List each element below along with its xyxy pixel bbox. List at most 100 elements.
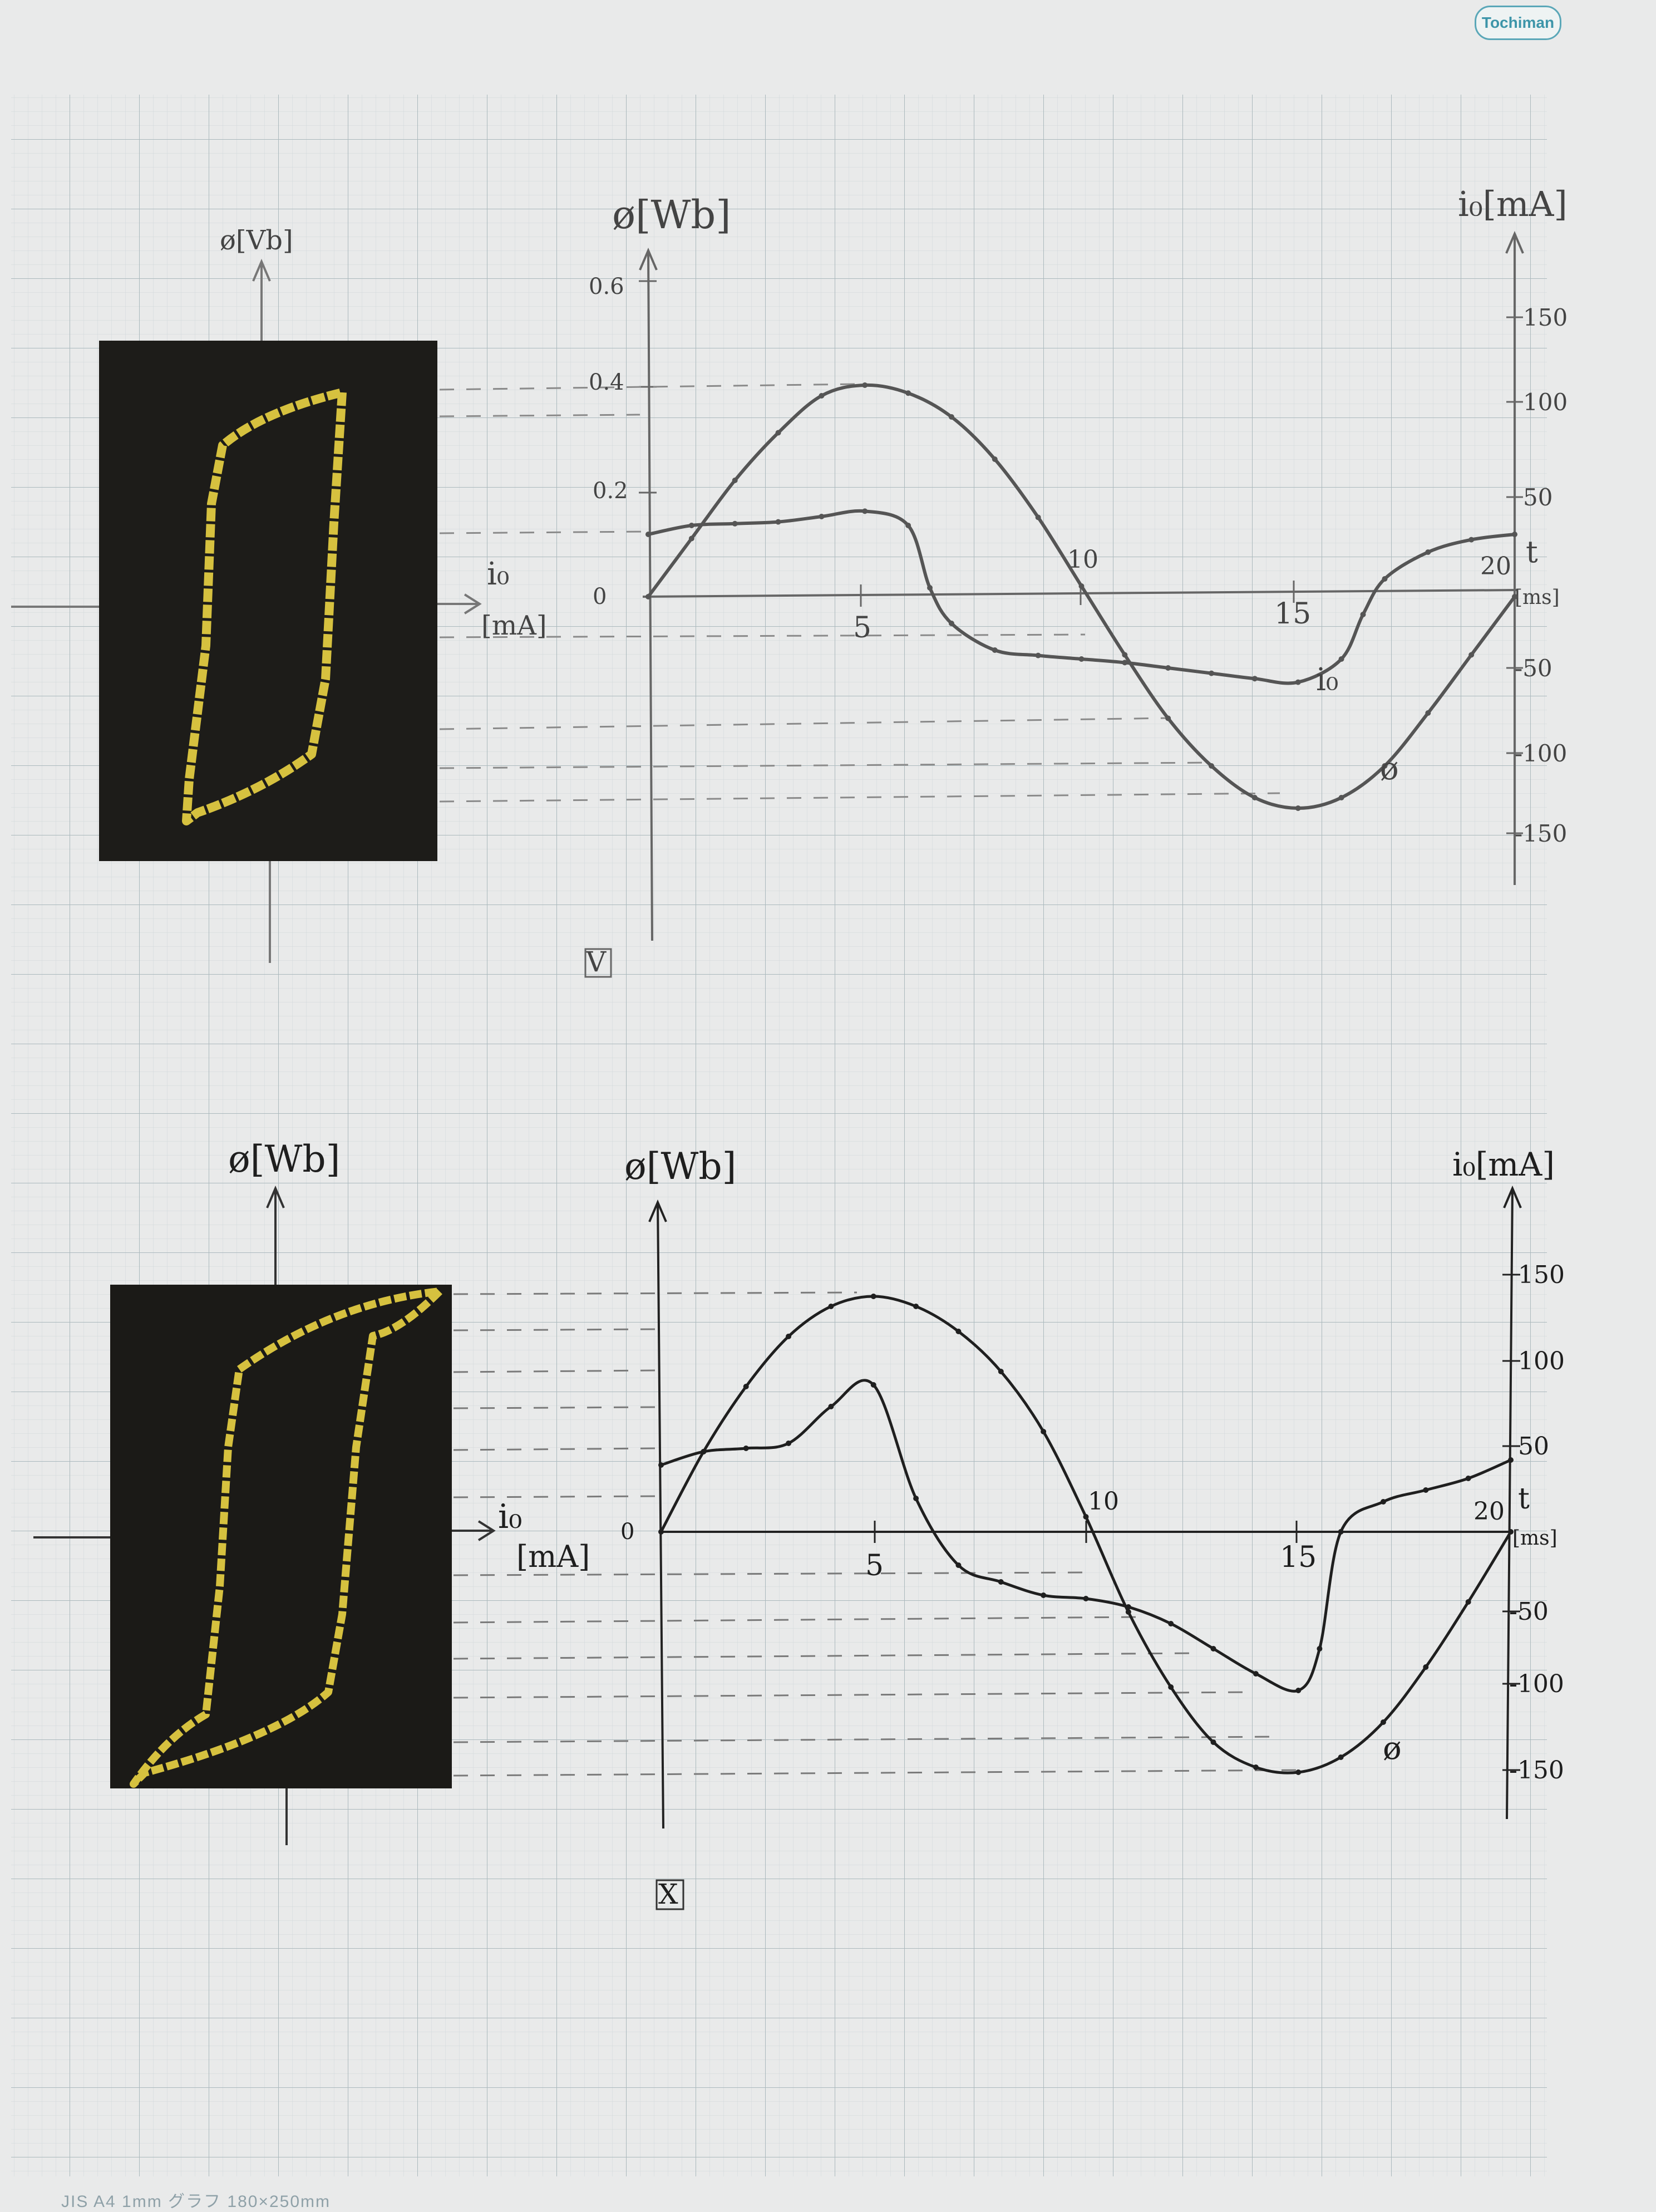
time-axis-unit-bottom: [ms]: [1512, 1527, 1558, 1550]
data-point-current-0-0: [645, 532, 651, 537]
hysteresis-photo-top: ø[Vb] i₀ [mA]: [11, 225, 547, 963]
hysteresis-loop-top: [182, 388, 347, 825]
current-axis-bottom: [1506, 1188, 1514, 1820]
series-line-current-1: [659, 1379, 1512, 1693]
hysteresis-x-unit-bottom: [mA]: [516, 1539, 590, 1574]
data-point-current-0-1: [688, 523, 694, 528]
data-point-phi-1-5: [870, 1294, 876, 1299]
chart-top: ø[Vb] i₀ [mA]: [11, 184, 1568, 978]
hysteresis-photo-bottom: ø[Wb] i₀ [mA]: [33, 1138, 590, 1845]
figure-mark-box-bottom: [655, 1879, 684, 1910]
data-point-phi-0-2: [732, 478, 738, 483]
chart-bottom: ø[Wb] i₀ [mA]: [33, 1138, 1565, 1910]
data-point-current-0-3: [775, 519, 781, 525]
current-axis-label-bottom: i₀[mA]: [1452, 1146, 1555, 1183]
phi-tick-0-2-top: 0.2: [593, 478, 628, 504]
data-point-phi-0-20: [1512, 594, 1517, 599]
projection-lines-bottom: [453, 1291, 1303, 1777]
data-point-current-0-8: [948, 621, 954, 626]
data-point-phi-1-10: [1083, 1514, 1089, 1520]
brand-logo: Tochiman: [1475, 6, 1561, 40]
data-point-current-1-18: [1380, 1499, 1386, 1505]
data-point-phi-1-3: [786, 1334, 792, 1339]
data-point-phi-0-12: [1165, 715, 1171, 721]
data-point-phi-0-14: [1251, 795, 1258, 800]
data-point-current-1-21: [1508, 1457, 1514, 1463]
current-tick-150-top: 150: [1523, 304, 1568, 331]
data-point-phi-0-16: [1338, 795, 1344, 800]
data-point-current-1-6: [913, 1496, 919, 1501]
data-point-phi-1-12: [1168, 1684, 1174, 1690]
time-tick-5-bottom: 5: [865, 1549, 884, 1582]
data-point-phi-0-4: [819, 393, 825, 399]
data-point-current-1-14: [1253, 1671, 1259, 1677]
time-tick-10-bottom: 10: [1088, 1487, 1119, 1516]
current-axis-label-top: i₀[mA]: [1458, 184, 1568, 224]
hysteresis-y-label-top: ø[Vb]: [220, 225, 293, 256]
time-axis-label-bottom: t: [1518, 1482, 1530, 1516]
time-tick-20-bottom: 20: [1473, 1497, 1505, 1526]
time-tick-15-bottom: 15: [1280, 1541, 1317, 1574]
data-point-current-0-14: [1209, 670, 1215, 676]
hysteresis-x-label-top: i₀: [487, 556, 509, 592]
data-point-current-1-4: [828, 1404, 834, 1409]
phi-axis-label-top: ø[Wb]: [612, 192, 731, 238]
data-point-phi-1-20: [1508, 1529, 1514, 1535]
data-point-phi-1-17: [1380, 1719, 1386, 1725]
data-point-phi-0-10: [1078, 583, 1085, 589]
data-point-phi-0-8: [992, 456, 998, 462]
data-point-current-0-11: [1078, 656, 1085, 662]
phi-tick-0-bottom: 0: [620, 1519, 634, 1545]
hysteresis-x-unit-top: [mA]: [481, 610, 547, 641]
data-point-phi-1-4: [828, 1304, 834, 1309]
data-point-current-0-6: [905, 523, 911, 528]
phi-axis-label-bottom: ø[Wb]: [624, 1145, 736, 1188]
data-point-phi-1-8: [998, 1369, 1004, 1374]
time-axis-top: [642, 589, 1517, 598]
data-point-phi-1-16: [1338, 1754, 1344, 1760]
data-point-phi-0-19: [1468, 652, 1475, 658]
data-point-current-0-13: [1165, 665, 1171, 671]
hysteresis-x-label-bottom: i₀: [498, 1497, 522, 1536]
figure-mark-box-top: [584, 948, 612, 978]
data-point-current-1-3: [786, 1441, 792, 1446]
data-point-phi-0-5: [862, 382, 868, 388]
projection-lines-top: [439, 383, 1280, 803]
time-axis-label-top: t: [1526, 534, 1538, 569]
data-point-current-1-17: [1338, 1529, 1344, 1535]
data-point-phi-0-6: [905, 390, 911, 396]
phi-tick-0-6-top: 0.6: [589, 274, 624, 299]
current-tick-neg100-bottom: -100: [1509, 1670, 1564, 1698]
data-point-current-0-4: [819, 514, 825, 519]
data-point-current-1-2: [743, 1446, 749, 1451]
data-point-current-1-10: [1083, 1596, 1089, 1601]
hysteresis-y-label-bottom: ø[Wb]: [228, 1138, 340, 1181]
current-tick-100-top: 100: [1523, 389, 1568, 416]
data-point-current-1-19: [1423, 1487, 1429, 1493]
current-tick-100-bottom: 100: [1518, 1347, 1565, 1375]
current-tick-150-bottom: 150: [1518, 1261, 1565, 1289]
hysteresis-loop-bottom: [130, 1287, 443, 1788]
phi-tick-0-4-top: 0.4: [589, 370, 624, 395]
data-point-phi-0-9: [1035, 514, 1041, 520]
data-point-current-0-19: [1382, 576, 1388, 582]
photo-frame-bottom: [110, 1285, 452, 1788]
figure-mark-top: Ⅴ: [585, 946, 607, 978]
data-point-phi-0-0: [645, 594, 651, 599]
data-point-phi-0-13: [1209, 763, 1215, 769]
data-point-current-1-5: [870, 1382, 876, 1388]
data-point-current-0-2: [732, 520, 738, 527]
data-point-phi-0-18: [1425, 710, 1431, 716]
data-point-current-0-20: [1425, 549, 1431, 555]
data-point-phi-1-7: [955, 1329, 962, 1334]
series-label-phi-0: ø: [1380, 751, 1399, 787]
data-point-phi-1-19: [1465, 1599, 1471, 1605]
data-point-phi-1-9: [1041, 1429, 1047, 1434]
series-labels-bottom: ø: [1383, 1731, 1402, 1767]
time-tick-15-top: 15: [1274, 597, 1311, 631]
data-point-current-0-21: [1468, 537, 1475, 543]
data-point-phi-1-0: [658, 1529, 664, 1535]
current-tick-neg150-bottom: -150: [1509, 1756, 1564, 1785]
data-point-current-1-1: [701, 1449, 707, 1454]
